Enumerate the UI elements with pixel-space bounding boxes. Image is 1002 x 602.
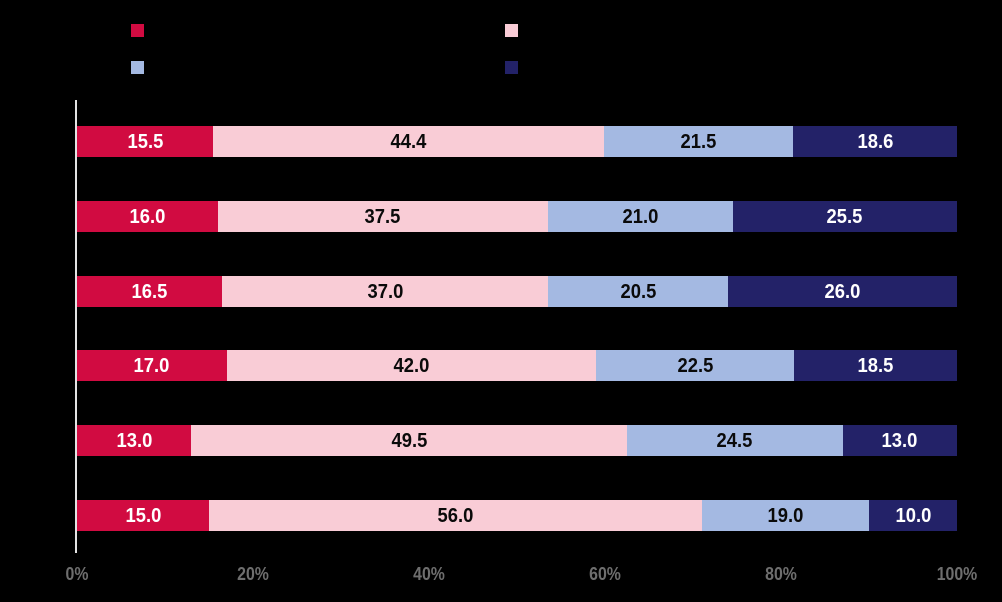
bar-segment-light-blue: 20.5 bbox=[547, 276, 729, 307]
legend-swatch-pink bbox=[505, 24, 518, 37]
bar-value-label: 18.6 bbox=[857, 130, 894, 153]
bar-value-label: 13.0 bbox=[881, 429, 918, 452]
bar-value-label: 19.0 bbox=[767, 504, 804, 527]
legend-swatch-light-blue bbox=[131, 61, 144, 74]
legend-swatch-navy bbox=[505, 61, 518, 74]
bar-value-label: 26.0 bbox=[824, 280, 861, 303]
bar-value-label: 22.5 bbox=[677, 354, 714, 377]
bar-segment-navy: 18.6 bbox=[793, 126, 957, 157]
bar-segment-crimson: 16.5 bbox=[77, 276, 223, 307]
bar-segment-navy: 18.5 bbox=[794, 350, 957, 381]
bar-value-label: 24.5 bbox=[716, 429, 753, 452]
bar-segment-light-blue: 21.5 bbox=[604, 126, 794, 157]
bar-segment-pink: 44.4 bbox=[213, 126, 605, 157]
x-axis-tick-label: 40% bbox=[413, 564, 445, 584]
bar-row-2: 16.0 37.5 21.0 25.5 bbox=[77, 201, 957, 232]
bar-value-label: 10.0 bbox=[895, 504, 931, 527]
bar-segment-pink: 49.5 bbox=[191, 425, 627, 456]
legend-item-crimson bbox=[131, 24, 505, 37]
bar-row-5: 13.0 49.5 24.5 13.0 bbox=[77, 425, 957, 456]
x-axis-tick-label: 100% bbox=[936, 564, 978, 584]
legend-item-navy bbox=[505, 61, 526, 74]
bar-segment-crimson: 15.0 bbox=[77, 500, 209, 531]
bar-segment-light-blue: 24.5 bbox=[626, 425, 843, 456]
bar-value-label: 42.0 bbox=[393, 354, 430, 377]
bar-segment-navy: 26.0 bbox=[728, 276, 957, 307]
bar-segment-crimson: 13.0 bbox=[77, 425, 192, 456]
bar-value-label: 21.0 bbox=[622, 205, 659, 228]
bar-value-label: 49.5 bbox=[391, 429, 428, 452]
y-axis-line bbox=[75, 100, 77, 553]
legend-item-pink bbox=[505, 24, 526, 37]
bar-segment-navy: 10.0 bbox=[868, 500, 957, 531]
bar-value-label: 18.5 bbox=[857, 354, 894, 377]
x-axis-tick-label: 0% bbox=[65, 564, 89, 584]
bar-segment-light-blue: 21.0 bbox=[547, 201, 733, 232]
bar-value-label: 13.0 bbox=[116, 429, 153, 452]
bar-value-label: 25.5 bbox=[826, 205, 863, 228]
bar-segment-pink: 42.0 bbox=[226, 350, 597, 381]
bar-segment-crimson: 15.5 bbox=[77, 126, 214, 157]
bar-row-3: 16.5 37.0 20.5 26.0 bbox=[77, 276, 957, 307]
bar-row-4: 17.0 42.0 22.5 18.5 bbox=[77, 350, 957, 381]
legend-item-light-blue bbox=[131, 61, 505, 74]
bar-segment-pink: 37.0 bbox=[222, 276, 548, 307]
bar-row-6: 15.0 56.0 19.0 10.0 bbox=[77, 500, 957, 531]
legend bbox=[131, 24, 526, 74]
bar-segment-navy: 25.5 bbox=[732, 201, 957, 232]
x-axis-tick-label: 20% bbox=[237, 564, 269, 584]
bar-value-label: 15.0 bbox=[125, 504, 161, 527]
bar-value-label: 56.0 bbox=[437, 504, 474, 527]
x-axis-tick-label: 80% bbox=[765, 564, 797, 584]
bar-value-label: 16.0 bbox=[129, 205, 166, 228]
plot-area: 15.5 44.4 21.5 18.6 16.0 37.5 21.0 25.5 16.5 37.0… bbox=[77, 0, 957, 602]
x-axis-tick-label: 60% bbox=[589, 564, 621, 584]
bar-segment-pink: 56.0 bbox=[209, 500, 702, 531]
legend-swatch-crimson bbox=[131, 24, 144, 37]
bar-segment-light-blue: 19.0 bbox=[701, 500, 869, 531]
x-axis-ticks: 0% 20% 40% 60% 80% 100% bbox=[66, 564, 978, 588]
bar-segment-crimson: 17.0 bbox=[77, 350, 227, 381]
bar-value-label: 37.0 bbox=[367, 280, 403, 303]
bar-segment-pink: 37.5 bbox=[217, 201, 548, 232]
bar-segment-light-blue: 22.5 bbox=[596, 350, 795, 381]
bar-row-1: 15.5 44.4 21.5 18.6 bbox=[77, 126, 957, 157]
bar-value-label: 17.0 bbox=[133, 354, 170, 377]
bar-segment-navy: 13.0 bbox=[842, 425, 957, 456]
bar-segment-crimson: 16.0 bbox=[77, 201, 218, 232]
bar-value-label: 37.5 bbox=[364, 205, 401, 228]
bar-value-label: 16.5 bbox=[131, 280, 168, 303]
bar-value-label: 21.5 bbox=[680, 130, 717, 153]
bar-value-label: 20.5 bbox=[620, 280, 656, 303]
bar-value-label: 44.4 bbox=[390, 130, 427, 153]
bar-value-label: 15.5 bbox=[127, 130, 164, 153]
